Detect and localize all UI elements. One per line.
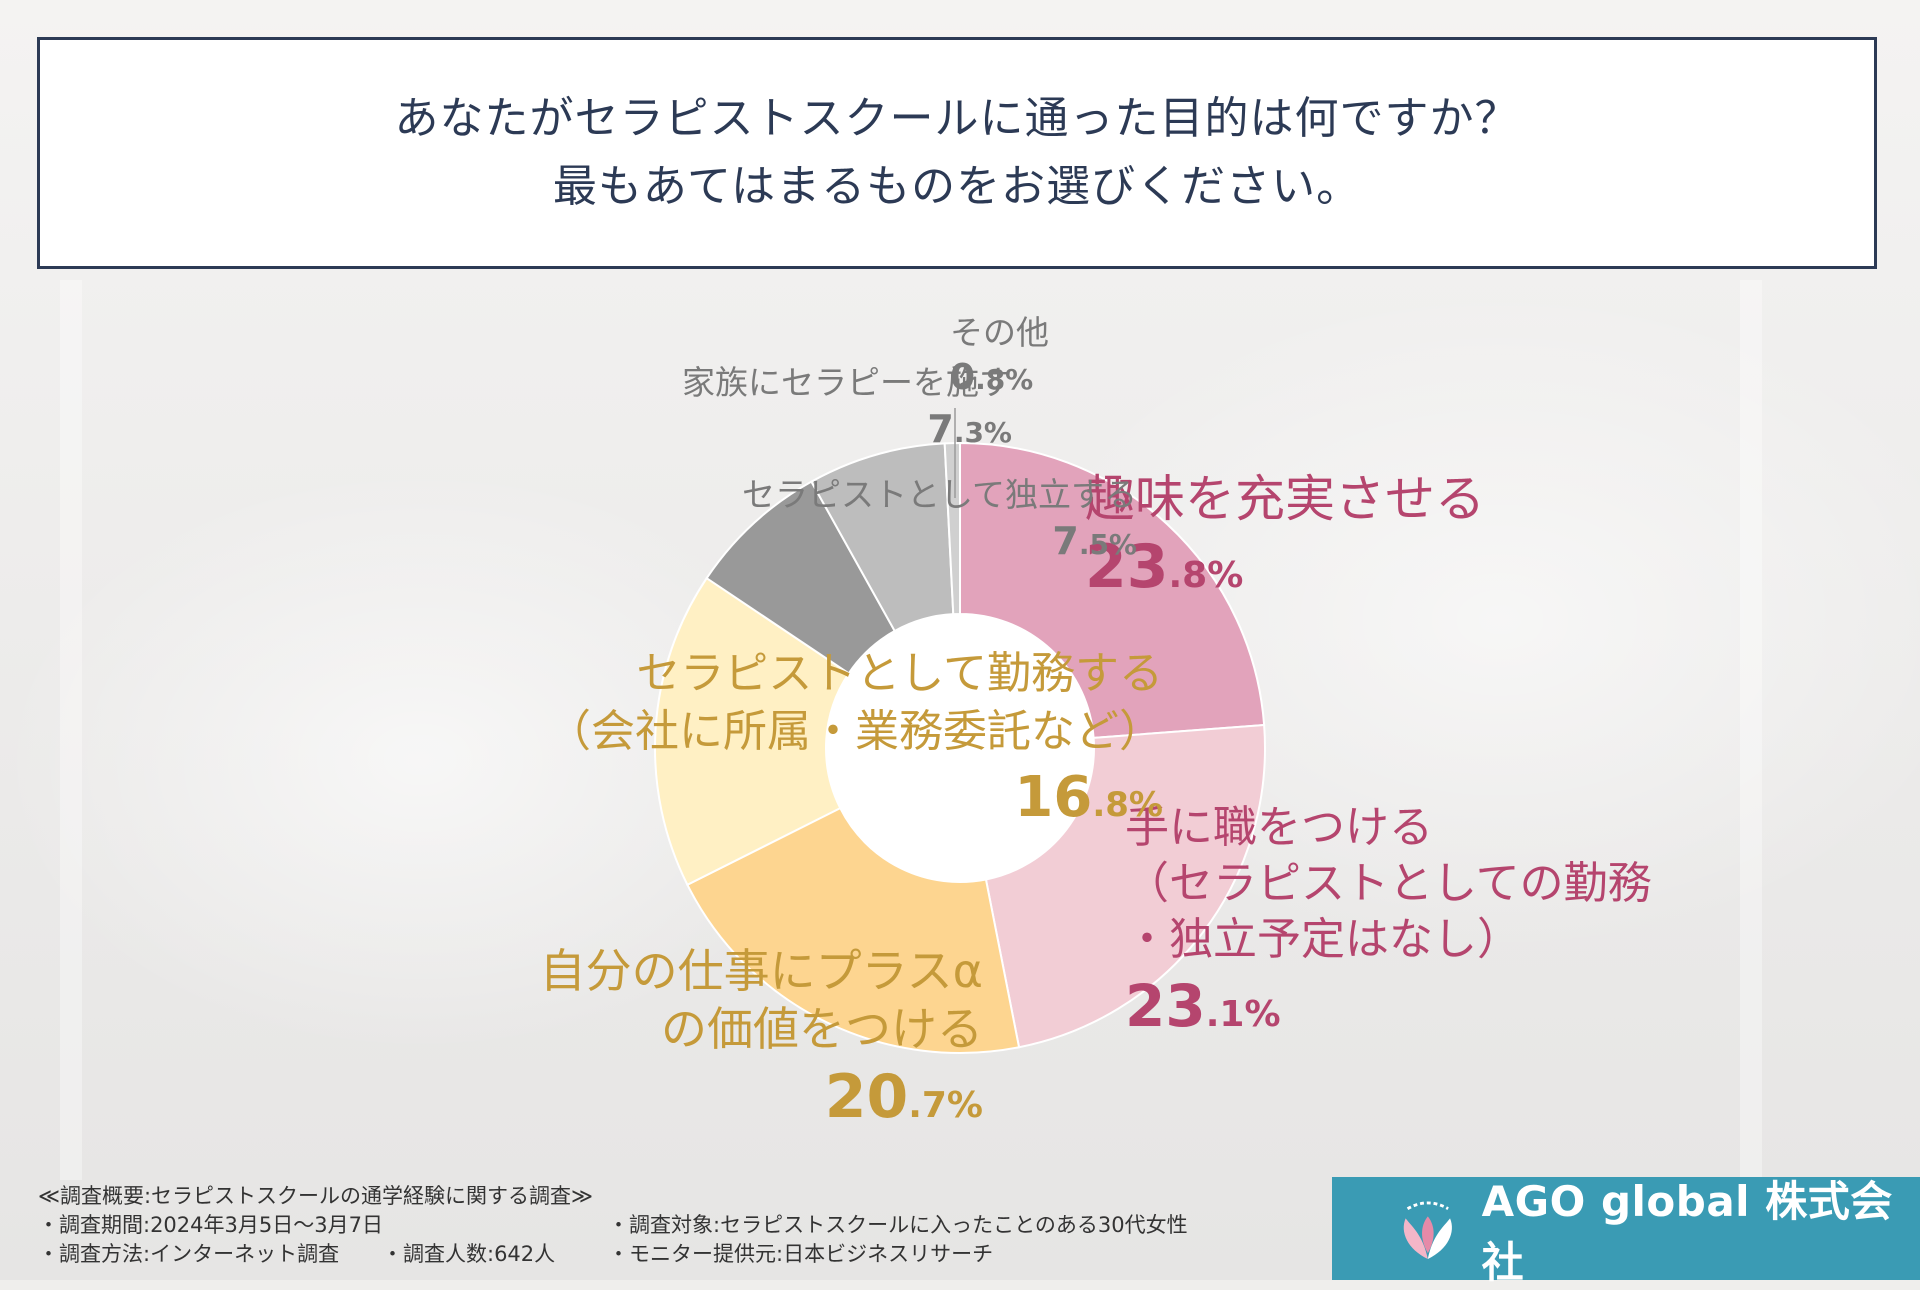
slice-percentage: 7.5% [742,519,1137,563]
slice-label: セラピストとして独立する 7.5% [742,475,1137,563]
slice-label-text: セラピストとして勤務する [636,648,1163,699]
slice-percentage: 7.3% [682,407,1012,451]
slice-label: 趣味を充実させる 23.8% [1085,470,1485,602]
percentage-decimal: .5% [1078,528,1137,561]
percentage-decimal: .1% [1205,994,1281,1035]
slice-label-text: 家族にセラピーを施す [682,363,1012,402]
notes-row: ・調査方法:インターネット調査 ・調査人数:642人 ・モニター提供元:日本ビジ… [38,1240,1188,1269]
slice-label-text: その他 [950,313,1049,352]
slice-label: セラピストとして勤務する （会社に所属・業務委託など） 16.8% [547,645,1163,830]
background-column [60,280,82,1180]
company-logo-box: AGO global 株式会社 [1332,1177,1920,1287]
background-column [1740,280,1762,1180]
percentage-decimal: .8% [975,363,1034,396]
percentage-integer: 7 [927,407,954,451]
question-line-1: あなたがセラピストスクールに通った目的は何ですか？ [394,93,1520,144]
slice-label: その他 0.8% [950,313,1049,398]
notes-title: ≪調査概要:セラピストスクールの通学経験に関する調査≫ [38,1184,594,1208]
slice-label: 手に職をつける （セラピストとしての勤務 ・独立予定はなし） 23.1% [1125,800,1652,1040]
donut-hole [826,614,1094,882]
percentage-decimal: .8% [1168,555,1244,596]
percentage-integer: 23 [1085,532,1169,602]
slice-percentage: 23.8% [1085,532,1485,602]
question-line-2: 最もあてはまるものをお選びください。 [552,161,1362,212]
slice-percentage: 0.8% [950,357,1049,398]
notes-method: ・調査方法:インターネット調査 [38,1242,340,1266]
percentage-integer: 23 [1125,972,1206,1040]
percentage-decimal: .8% [1092,785,1163,825]
company-logo-icon [1403,1200,1452,1259]
notes-row: ・調査期間:2024年3月5日〜3月7日 ・調査対象:セラピストスクールに入った… [38,1211,1188,1240]
slice-label-text: セラピストとして独立する [741,475,1137,514]
slice-label-text: の価値をつける [661,1002,983,1056]
notes-period: ・調査期間:2024年3月5日〜3月7日 [38,1213,383,1237]
notes-provider: ・モニター提供元:日本ビジネスリサーチ [608,1242,994,1266]
percentage-integer: 7 [1052,519,1079,563]
slice-percentage: 20.7% [540,1062,983,1132]
slice-label: 自分の仕事にプラスα の価値をつける 20.7% [540,942,983,1132]
notes-count: ・調査人数:642人 [382,1242,556,1266]
percentage-integer: 20 [824,1062,909,1132]
slice-percentage: 23.1% [1125,972,1652,1040]
percentage-decimal: .3% [953,416,1012,449]
percentage-decimal: .7% [908,1085,983,1126]
notes-target: ・調査対象:セラピストスクールに入ったことのある30代女性 [608,1213,1188,1237]
percentage-integer: 0 [950,357,976,398]
slice-label-text: 趣味を充実させる [1085,470,1485,528]
percentage-integer: 16 [1014,765,1093,830]
slice-label-text: ・独立予定はなし） [1125,914,1521,965]
slice-label-text: 手に職をつける [1125,802,1433,853]
slice-label: 家族にセラピーを施す 7.3% [682,363,1012,451]
company-name: AGO global 株式会社 [1481,1176,1893,1287]
survey-notes: ≪調査概要:セラピストスクールの通学経験に関する調査≫ ・調査期間:2024年3… [38,1182,1188,1269]
slice-label-text: （会社に所属・業務委託など） [547,706,1163,757]
question-box: あなたがセラピストスクールに通った目的は何ですか？ 最もあてはまるものをお選びく… [37,37,1877,269]
slice-percentage: 16.8% [547,765,1163,830]
slice-label-text: （セラピストとしての勤務 [1125,858,1652,909]
slice-label-text: 自分の仕事にプラスα [539,944,983,998]
